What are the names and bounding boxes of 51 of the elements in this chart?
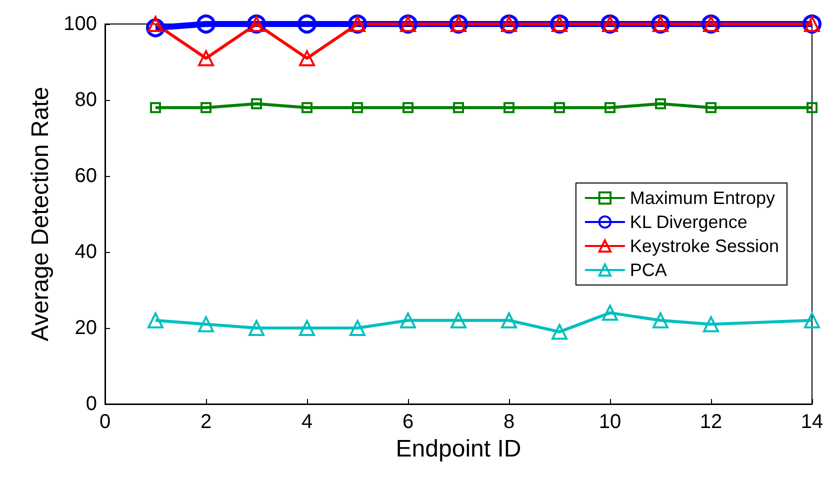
point [198,316,214,332]
y-tick-label: 100 [64,13,97,35]
legend-label: PCA [630,260,667,280]
point [150,102,161,114]
x-tick-label: 14 [800,411,824,433]
y-tick-label: 0 [86,393,97,415]
point [450,312,466,328]
point [602,304,618,321]
point [200,102,212,114]
point [251,98,262,110]
point [552,324,568,340]
legend-label: KL Divergence [630,212,748,232]
point [402,102,414,114]
point [298,14,316,34]
x-tick-label: 2 [200,411,212,433]
point [655,98,666,110]
point [453,102,464,114]
point [400,312,416,328]
x-axis-title: Endpoint ID [396,435,522,462]
legend-label: Maximum Entropy [630,188,775,208]
point [302,102,312,114]
point [299,50,315,66]
x-tick-label: 8 [503,411,515,433]
point [554,102,565,114]
point [198,50,214,66]
y-axis-title: Average Detection Rate [27,86,54,342]
point [148,16,164,32]
point [248,320,264,336]
y-tick-label: 80 [74,89,97,111]
point [148,312,164,328]
point [804,312,820,328]
point [706,102,716,114]
y-tick-label: 60 [74,165,97,187]
point [196,14,216,34]
x-tick-label: 12 [700,411,722,433]
point [352,102,363,114]
x-tick-label: 0 [99,411,111,433]
point [652,312,668,328]
legend-label: Keystroke Session [630,236,780,256]
point [350,320,366,336]
x-tick-label: 4 [301,411,313,433]
x-tick-label: 10 [598,411,622,433]
point [703,316,719,332]
y-tick-label: 20 [74,317,97,339]
point [806,102,818,114]
x-tick-label: 6 [402,411,414,433]
point [501,312,517,328]
point [299,320,315,336]
y-tick-label: 40 [74,241,97,263]
point [504,102,514,114]
point [604,102,616,114]
